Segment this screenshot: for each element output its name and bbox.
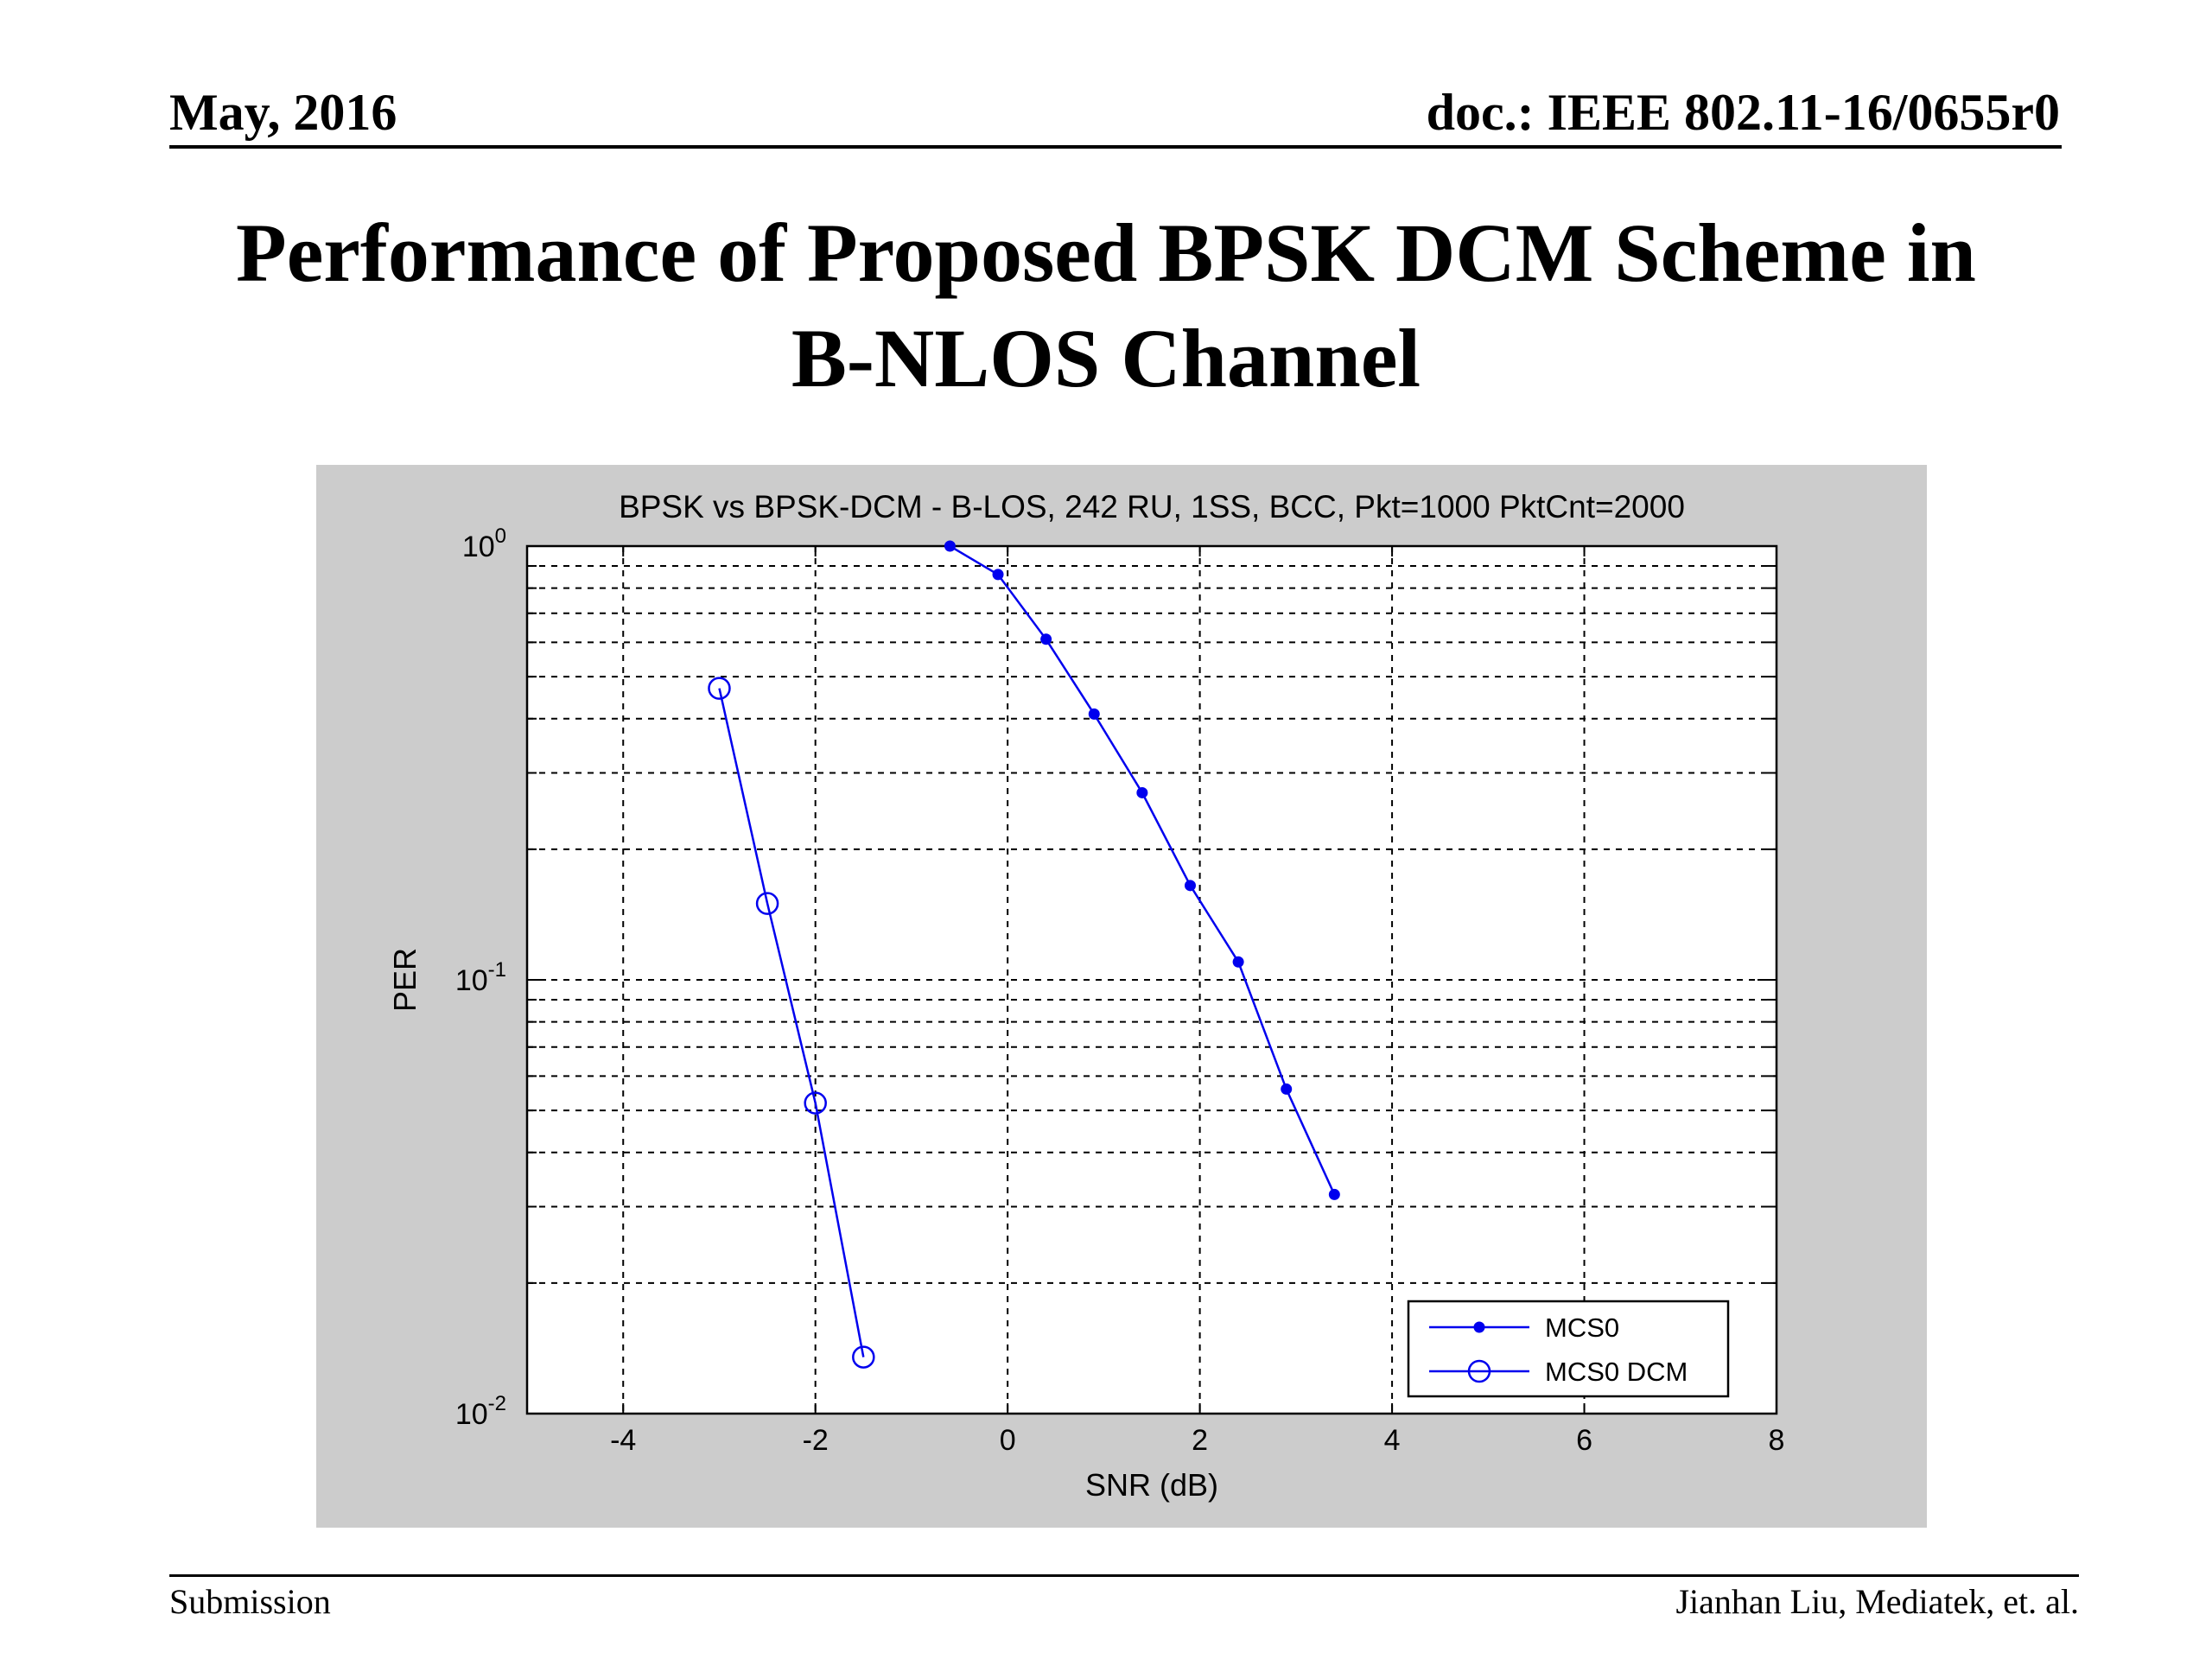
legend-label: MCS0 DCM (1545, 1357, 1688, 1387)
x-tick-label: 0 (1000, 1424, 1016, 1457)
x-tick-label: 4 (1384, 1424, 1401, 1457)
axes: -4 -2 0 2 4 6 8 100 10-1 10-2 (455, 524, 1785, 1457)
slide-title: Performance of Proposed BPSK DCM Scheme … (0, 200, 2212, 411)
data-point (1281, 1083, 1293, 1095)
x-tick-label: 6 (1576, 1424, 1592, 1457)
data-point (708, 677, 731, 700)
chart-figure: -4 -2 0 2 4 6 8 100 10-1 10-2 MCS0 MCS0 DCM BPSK v… (316, 465, 1927, 1528)
footer-author: Jianhan Liu, Mediatek, et. al. (1675, 1582, 2079, 1621)
x-tick-label: 2 (1192, 1424, 1208, 1457)
y-tick-label: 100 (462, 524, 506, 563)
series-line-2 (718, 688, 865, 1357)
legend: MCS0 MCS0 DCM (1407, 1300, 1730, 1398)
x-axis-label: SNR (dB) (1085, 1467, 1218, 1503)
slide-title-line-2: B-NLOS Channel (791, 312, 1421, 404)
y-tick-label: 10-1 (455, 958, 506, 997)
data-point (1088, 708, 1100, 720)
legend-label: MCS0 (1545, 1313, 1619, 1343)
grid (527, 546, 1777, 1414)
data-point (1040, 633, 1052, 645)
data-point (755, 892, 779, 915)
header-divider (169, 145, 2062, 149)
y-tick-label: 10-2 (455, 1392, 506, 1431)
x-tick-label: -4 (610, 1424, 636, 1457)
x-tick-label: -2 (803, 1424, 829, 1457)
slide-title-line-1: Performance of Proposed BPSK DCM Scheme … (236, 207, 1976, 299)
legend-marker (1467, 1359, 1491, 1383)
data-point (1184, 880, 1196, 892)
legend-box (1407, 1300, 1730, 1398)
per-vs-snr-chart: -4 -2 0 2 4 6 8 100 10-1 10-2 MCS0 MCS0 DCM BPSK v… (387, 489, 1785, 1503)
data-point (1328, 1188, 1340, 1200)
chart-title: BPSK vs BPSK-DCM - B-LOS, 242 RU, 1SS, B… (619, 489, 1685, 524)
x-tick-label: 8 (1769, 1424, 1785, 1457)
header-doc-id: doc.: IEEE 802.11-16/0655r0 (1426, 84, 2060, 141)
data-point (1232, 956, 1244, 968)
data-point (944, 540, 956, 552)
data-point (992, 569, 1004, 581)
y-axis-label: PER (387, 948, 423, 1012)
data-point (1136, 786, 1148, 798)
data-point (804, 1091, 827, 1115)
footer-submission: Submission (169, 1582, 331, 1621)
series (708, 540, 1340, 1369)
data-point (852, 1345, 875, 1369)
header-date: May, 2016 (169, 84, 397, 141)
legend-marker (1473, 1321, 1485, 1333)
footer-divider (169, 1574, 2079, 1577)
